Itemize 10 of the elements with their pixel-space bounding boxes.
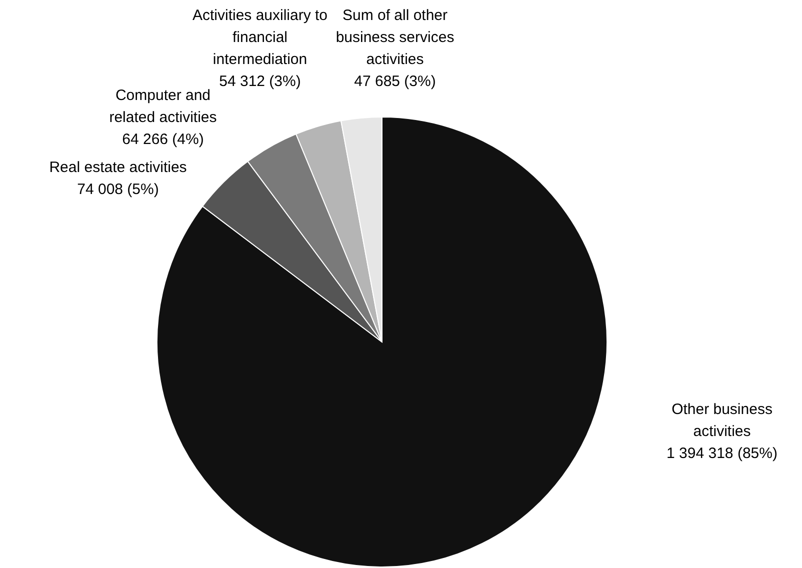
slice-label: Sum of all other business services activities: [336, 7, 454, 68]
slice-label: Computer and related activities: [109, 87, 217, 126]
data-label: 1 394 318 (85%): [666, 445, 778, 462]
slice-label: Other business activities: [672, 401, 772, 440]
data-label: 47 685 (3%): [354, 73, 436, 90]
data-label: 54 312 (3%): [219, 73, 301, 90]
slice-label: Real estate activities: [49, 159, 187, 176]
data-label: 74 008 (5%): [77, 181, 159, 198]
slice-label: Activities auxiliary to financial intermediation: [192, 7, 328, 68]
data-label: 64 266 (4%): [122, 131, 204, 148]
